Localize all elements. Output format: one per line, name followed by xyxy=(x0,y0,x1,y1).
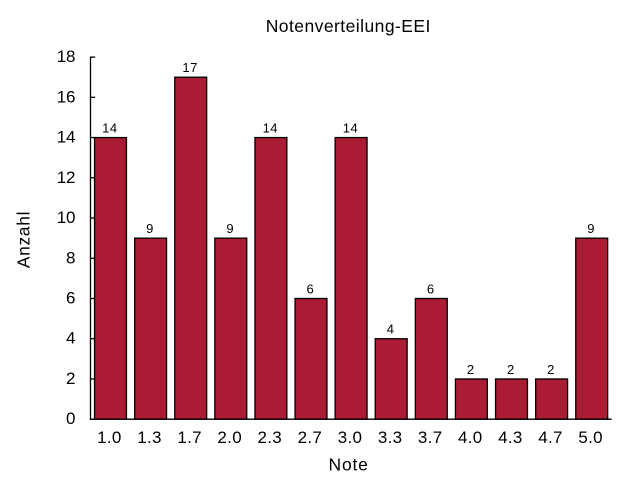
svg-text:4: 4 xyxy=(66,329,75,348)
svg-text:2: 2 xyxy=(547,362,555,377)
svg-text:14: 14 xyxy=(263,121,278,136)
svg-text:2: 2 xyxy=(467,362,475,377)
svg-text:14: 14 xyxy=(102,121,117,136)
svg-text:2: 2 xyxy=(507,362,515,377)
svg-text:0: 0 xyxy=(66,409,75,428)
svg-text:2.3: 2.3 xyxy=(258,428,283,447)
svg-text:Anzahl: Anzahl xyxy=(14,211,34,268)
svg-text:9: 9 xyxy=(226,221,234,236)
svg-text:8: 8 xyxy=(66,248,75,267)
svg-text:3.3: 3.3 xyxy=(378,428,403,447)
svg-text:2.7: 2.7 xyxy=(298,428,323,447)
svg-text:9: 9 xyxy=(587,221,595,236)
svg-text:1.3: 1.3 xyxy=(137,428,162,447)
svg-text:4.0: 4.0 xyxy=(458,428,483,447)
svg-text:6: 6 xyxy=(66,289,75,308)
svg-text:12: 12 xyxy=(57,168,75,187)
svg-text:4.3: 4.3 xyxy=(498,428,523,447)
svg-text:1.0: 1.0 xyxy=(97,428,122,447)
svg-text:3.0: 3.0 xyxy=(338,428,363,447)
svg-text:9: 9 xyxy=(146,221,154,236)
svg-text:5.0: 5.0 xyxy=(578,428,603,447)
svg-text:4: 4 xyxy=(387,322,395,337)
svg-text:16: 16 xyxy=(57,87,75,106)
svg-text:18: 18 xyxy=(57,47,75,66)
svg-text:Notenverteilung-EEI: Notenverteilung-EEI xyxy=(266,16,431,36)
svg-text:17: 17 xyxy=(182,60,197,75)
svg-text:4.7: 4.7 xyxy=(538,428,563,447)
svg-text:6: 6 xyxy=(427,282,435,297)
svg-text:2.0: 2.0 xyxy=(217,428,242,447)
svg-text:1.7: 1.7 xyxy=(177,428,202,447)
svg-text:10: 10 xyxy=(57,208,75,227)
svg-text:6: 6 xyxy=(307,282,315,297)
svg-text:14: 14 xyxy=(57,128,75,147)
svg-text:3.7: 3.7 xyxy=(418,428,443,447)
svg-text:Note: Note xyxy=(329,455,369,475)
svg-text:2: 2 xyxy=(66,369,75,388)
svg-text:14: 14 xyxy=(343,121,358,136)
